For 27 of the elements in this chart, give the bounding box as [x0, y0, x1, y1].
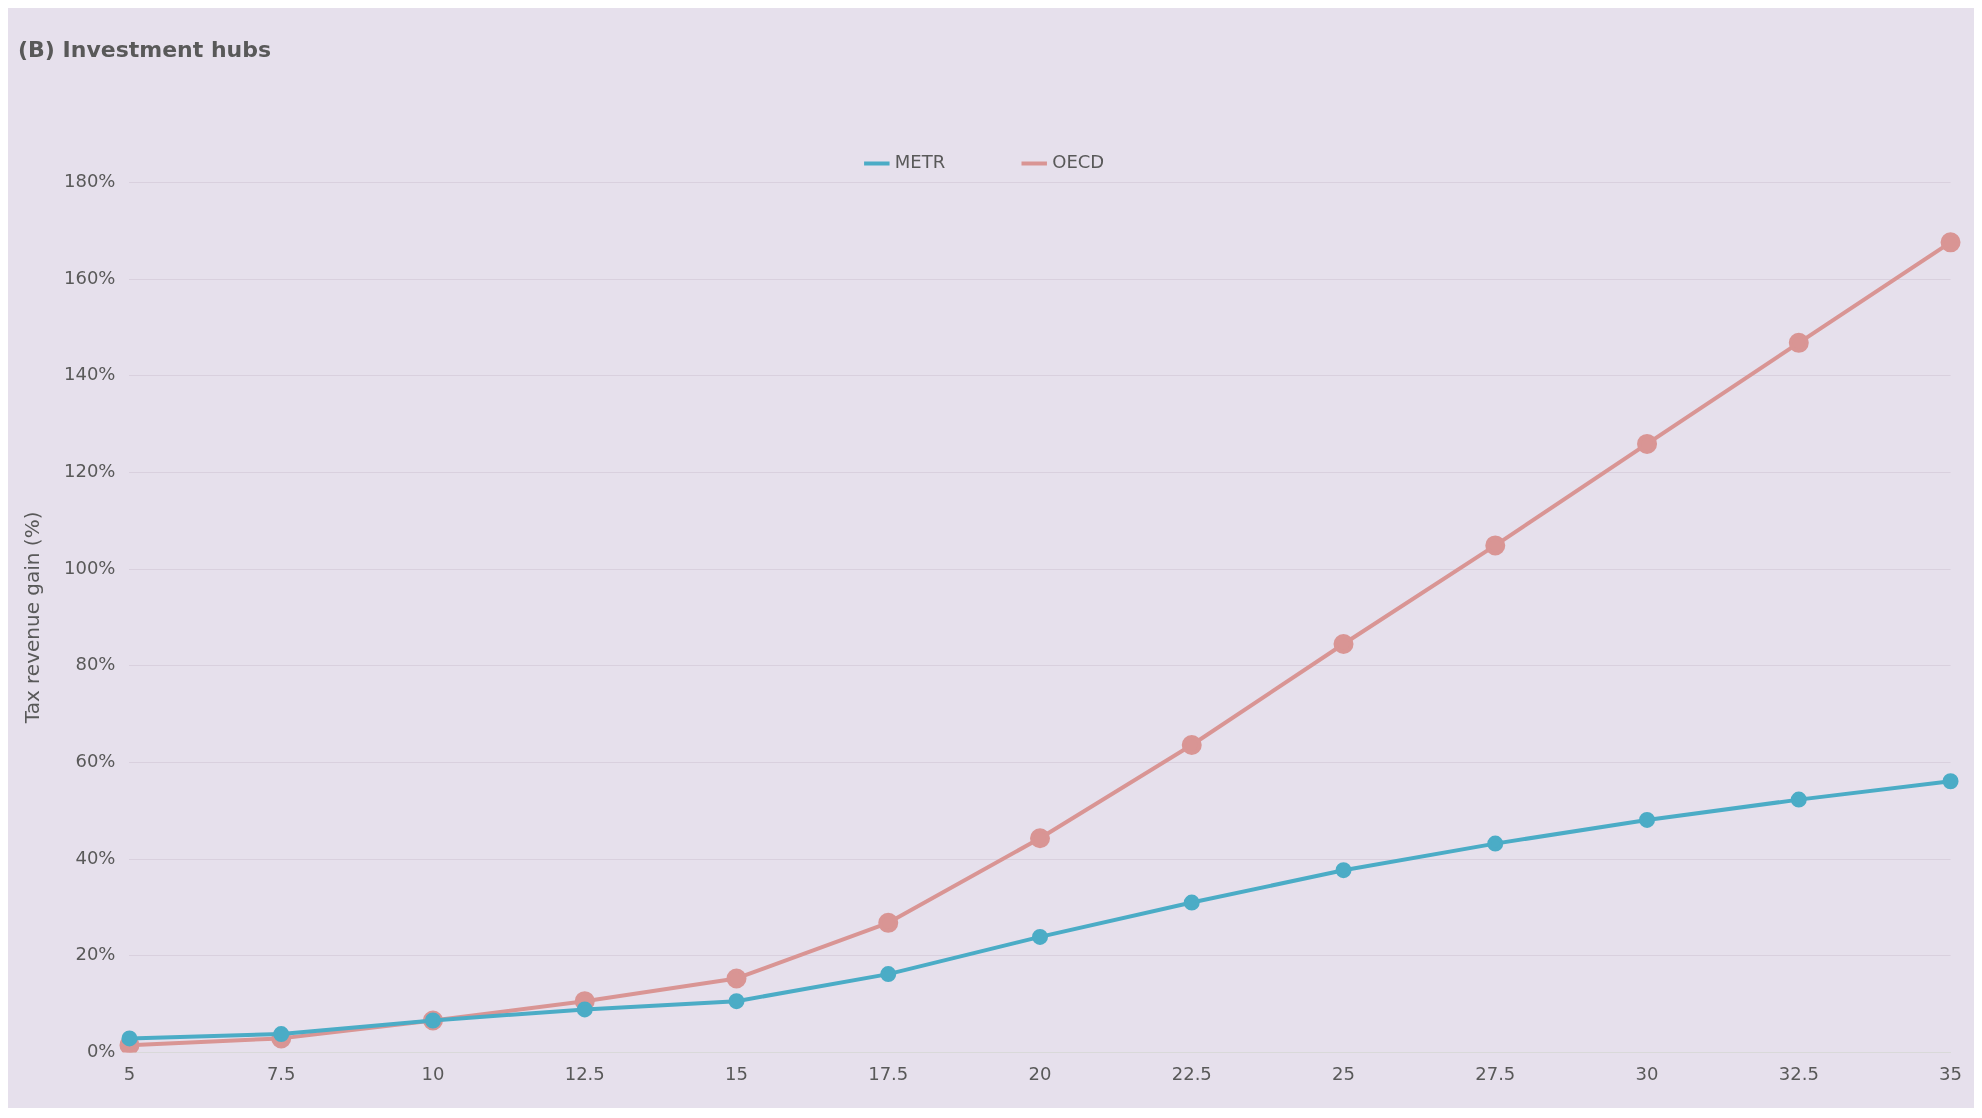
x-tick-label: 17.5: [868, 1062, 909, 1084]
y-tick-label: 180%: [63, 170, 116, 192]
y-tick-label: 100%: [63, 556, 116, 578]
x-tick-label: 15: [725, 1062, 748, 1084]
y-tick-label: 160%: [63, 266, 116, 288]
x-tick-label: 10: [421, 1062, 445, 1084]
x-tick-label: 22.5: [1171, 1062, 1212, 1084]
x-tick-label: 25: [1332, 1062, 1355, 1084]
y-tick-label: 60%: [75, 750, 116, 772]
x-tick-label: 27.5: [1475, 1062, 1516, 1084]
y-tick-label: 40%: [75, 846, 116, 868]
legend-label: OECD: [1052, 151, 1105, 173]
x-tick-label: 7.5: [266, 1062, 296, 1084]
x-tick-label: 32.5: [1778, 1062, 1819, 1084]
x-tick-label: 30: [1635, 1062, 1659, 1084]
x-tick-label: 12.5: [564, 1062, 605, 1084]
y-tick-label: 120%: [63, 460, 116, 482]
y-tick-label: 140%: [63, 363, 116, 385]
x-tick-label: 20: [1028, 1062, 1052, 1084]
y-tick-label: 20%: [75, 943, 116, 965]
chart-title: (B) Investment hubs: [18, 36, 272, 62]
y-tick-label: 0%: [86, 1040, 116, 1062]
legend-label: METR: [894, 151, 946, 173]
y-tick-label: 80%: [75, 653, 116, 675]
x-tick-label: 5: [123, 1062, 136, 1084]
x-tick-label: 35: [1939, 1062, 1962, 1084]
y-axis-title: Tax revenue gain (%): [20, 511, 45, 725]
